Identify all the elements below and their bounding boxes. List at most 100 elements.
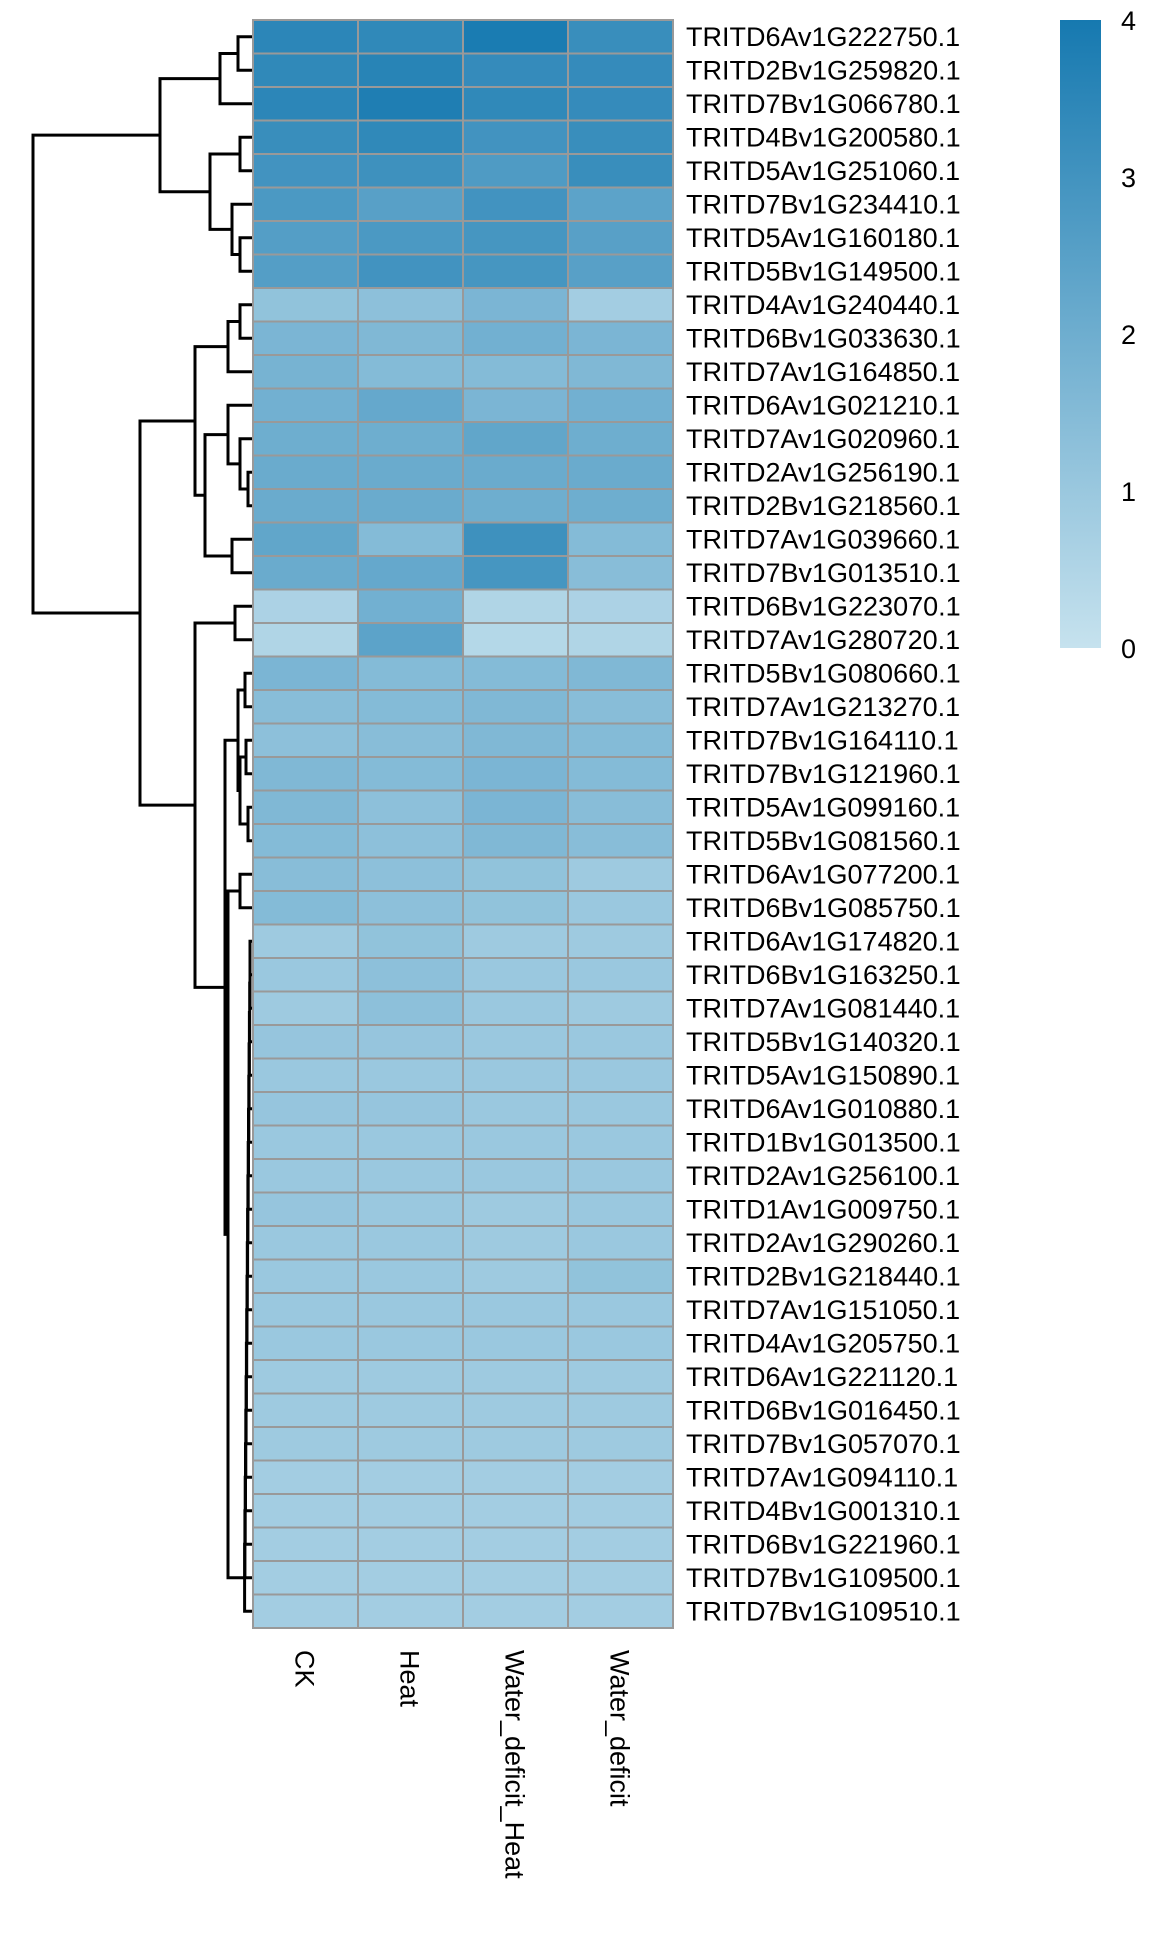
heatmap-cell — [567, 1158, 674, 1194]
heatmap-cell — [462, 119, 569, 155]
heatmap-cells — [252, 19, 674, 1629]
heatmap-cell — [462, 622, 569, 658]
row-label: TRITD6Bv1G163250.1 — [686, 960, 961, 990]
row-label: TRITD6Bv1G085750.1 — [686, 893, 961, 923]
heatmap-cell — [357, 1225, 464, 1261]
heatmap-cell — [567, 521, 674, 557]
heatmap-cell — [252, 1158, 359, 1194]
heatmap-cell — [252, 990, 359, 1026]
heatmap-cell — [567, 890, 674, 926]
heatmap-cell — [252, 622, 359, 658]
heatmap-cell — [567, 1560, 674, 1596]
heatmap-cell — [462, 1292, 569, 1328]
heatmap-cell — [567, 1191, 674, 1227]
heatmap-cell — [462, 1493, 569, 1529]
heatmap-cell — [462, 1191, 569, 1227]
heatmap-cell — [462, 1124, 569, 1160]
row-label: TRITD4Av1G205750.1 — [686, 1328, 960, 1358]
heatmap-cell — [252, 1191, 359, 1227]
heatmap-cell — [462, 387, 569, 423]
heatmap-cell — [462, 1593, 569, 1629]
dendrogram-branch — [243, 671, 253, 709]
heatmap-cell — [252, 220, 359, 256]
row-label: TRITD5Bv1G080660.1 — [686, 658, 961, 688]
heatmap-cell — [462, 1225, 569, 1261]
heatmap-cell — [462, 957, 569, 993]
row-label: TRITD4Bv1G200580.1 — [686, 122, 961, 152]
heatmap-cell — [462, 923, 569, 959]
heatmap-cell — [462, 1325, 569, 1361]
heatmap-cell — [462, 789, 569, 825]
row-label: TRITD7Bv1G057070.1 — [686, 1429, 961, 1459]
row-label: TRITD5Av1G099160.1 — [686, 792, 960, 822]
heatmap-cell — [567, 823, 674, 859]
legend-color-bar — [1060, 20, 1101, 648]
dendrogram-branch — [238, 303, 253, 340]
heatmap-cell — [567, 488, 674, 524]
heatmap-cell — [567, 119, 674, 155]
heatmap-cell — [462, 1392, 569, 1428]
heatmap-cell — [357, 622, 464, 658]
row-label: TRITD2Bv1G218560.1 — [686, 491, 961, 521]
heatmap-cell — [462, 488, 569, 524]
heatmap-cell — [462, 890, 569, 926]
heatmap-cell — [357, 1124, 464, 1160]
row-label: TRITD7Bv1G109510.1 — [686, 1596, 961, 1626]
heatmap-cell — [357, 1359, 464, 1395]
row-label: TRITD7Av1G164850.1 — [686, 357, 960, 387]
heatmap-cell — [567, 1493, 674, 1529]
heatmap-cell — [252, 588, 359, 624]
heatmap-cell — [462, 856, 569, 892]
legend-tick-label: 3 — [1121, 163, 1136, 193]
heatmap-cell — [252, 354, 359, 390]
heatmap-cell — [567, 923, 674, 959]
row-label: TRITD7Bv1G234410.1 — [686, 189, 961, 219]
heatmap-cell — [357, 354, 464, 390]
row-label: TRITD7Av1G094110.1 — [686, 1462, 958, 1492]
row-label: TRITD6Av1G174820.1 — [686, 926, 960, 956]
row-dendrogram — [31, 35, 253, 1613]
row-label: TRITD4Av1G240440.1 — [686, 290, 960, 320]
heatmap-cell — [567, 1091, 674, 1127]
row-label: TRITD7Av1G081440.1 — [686, 993, 960, 1023]
heatmap-cell — [252, 1325, 359, 1361]
heatmap-cell — [252, 1091, 359, 1127]
heatmap-cell — [252, 1024, 359, 1060]
heatmap-cell — [252, 923, 359, 959]
heatmap-cell — [357, 19, 464, 55]
heatmap-cell — [462, 454, 569, 490]
heatmap-cell — [567, 1292, 674, 1328]
row-label: TRITD5Av1G251060.1 — [686, 156, 960, 186]
heatmap-cell — [357, 153, 464, 189]
heatmap-cell — [567, 354, 674, 390]
heatmap-cell — [567, 387, 674, 423]
heatmap-cell — [462, 253, 569, 289]
heatmap-cell — [567, 957, 674, 993]
dendrogram-branch — [238, 872, 253, 910]
row-label: TRITD2Bv1G218440.1 — [686, 1261, 961, 1291]
dendrogram-branch — [208, 152, 240, 231]
row-label: TRITD5Av1G150890.1 — [686, 1060, 960, 1090]
heatmap-cell — [357, 1426, 464, 1462]
column-labels: CK Heat Water_deficit_Heat Water_deficit — [290, 1650, 635, 1879]
heatmap-cell — [567, 789, 674, 825]
heatmap-cell — [462, 186, 569, 222]
row-label: TRITD5Bv1G149500.1 — [686, 256, 961, 286]
heatmap-cell — [252, 488, 359, 524]
heatmap-cell — [252, 320, 359, 356]
heatmap-cell — [462, 990, 569, 1026]
heatmap-cell — [567, 1426, 674, 1462]
heatmap-cell — [357, 320, 464, 356]
row-label: TRITD7Av1G213270.1 — [686, 692, 960, 722]
heatmap-cell — [357, 220, 464, 256]
heatmap-cell — [357, 856, 464, 892]
heatmap-cell — [462, 1526, 569, 1562]
row-label: TRITD6Bv1G223070.1 — [686, 591, 961, 621]
heatmap-cell — [252, 1392, 359, 1428]
heatmap-cell — [567, 588, 674, 624]
heatmap-cell — [252, 722, 359, 758]
heatmap-cell — [567, 1124, 674, 1160]
legend-tick-label: 2 — [1121, 320, 1136, 350]
heatmap-cell — [252, 1526, 359, 1562]
